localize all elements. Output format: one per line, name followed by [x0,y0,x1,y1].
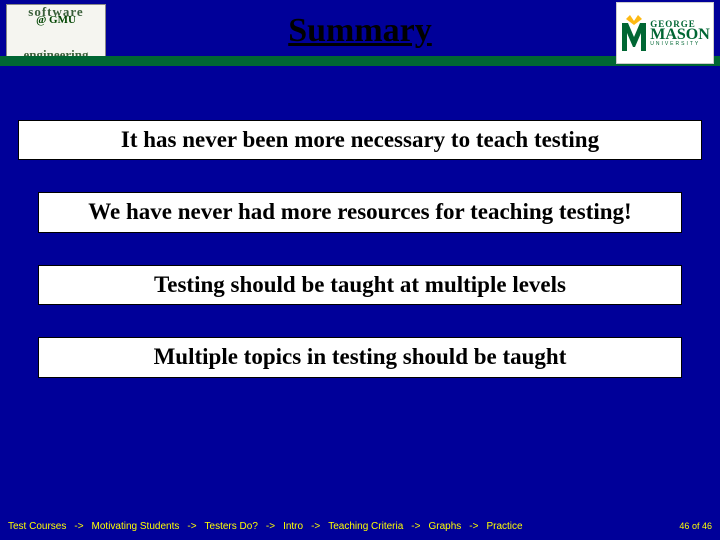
summary-box-3: Testing should be taught at multiple lev… [38,265,682,305]
breadcrumb-item: Test Courses [8,521,66,532]
header-divider [0,56,720,66]
slide-title: Summary [0,12,720,50]
breadcrumb-sep: -> [469,521,478,532]
slide-header: software @ GMU engineering Summary GEORG… [0,0,720,68]
logo-mason: MASON [650,28,710,42]
summary-box-2: We have never had more resources for tea… [38,192,682,232]
breadcrumb-item: Intro [283,521,303,532]
mason-university-logo: GEORGE MASON UNIVERSITY [616,2,714,64]
breadcrumb-sep: -> [74,521,83,532]
logo-university: UNIVERSITY [650,42,710,47]
page-number: 46 of 46 [679,521,712,531]
breadcrumb-item: Graphs [428,521,461,532]
breadcrumb-item: Testers Do? [205,521,258,532]
breadcrumb-sep: -> [266,521,275,532]
breadcrumb-item: Motivating Students [92,521,180,532]
breadcrumb-item: Teaching Criteria [328,521,403,532]
breadcrumb-sep: -> [311,521,320,532]
breadcrumb-sep: -> [187,521,196,532]
slide-content: It has never been more necessary to teac… [0,120,720,410]
breadcrumb-sep: -> [411,521,420,532]
slide-footer: Test Courses -> Motivating Students -> T… [8,516,712,536]
mason-m-icon [620,13,648,53]
summary-box-1: It has never been more necessary to teac… [18,120,702,160]
breadcrumb: Test Courses -> Motivating Students -> T… [8,521,523,532]
summary-box-4: Multiple topics in testing should be tau… [38,337,682,377]
breadcrumb-item: Practice [486,521,522,532]
